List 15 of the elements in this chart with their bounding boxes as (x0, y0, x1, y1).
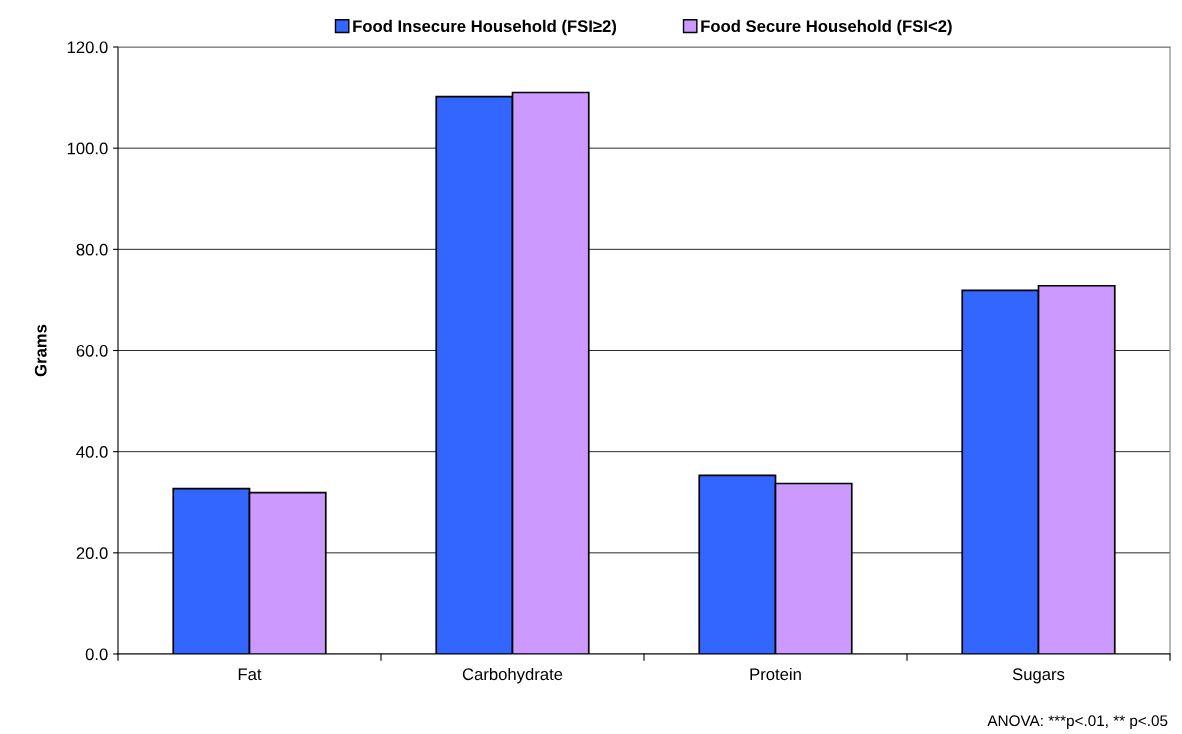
legend-label: Food Insecure Household (FSI≥2) (353, 19, 617, 36)
x-tick-label: Carbohydrate (462, 667, 563, 684)
y-tick-label: 60.0 (76, 344, 108, 357)
y-tick-label: 20.0 (76, 547, 108, 560)
text: ANOVA: ***p<.01, ** p<.05 (987, 715, 1168, 730)
legend-label: Food Secure Household (FSI<2) (701, 19, 952, 36)
y-tick-label: 100.0 (67, 142, 108, 155)
y-axis-title: Grams (34, 324, 47, 377)
y-tick-label: 80.0 (76, 243, 108, 256)
y-tick-label: 120.0 (67, 41, 108, 54)
x-tick-label: Sugars (1012, 668, 1065, 684)
x-tick-label: Fat (238, 668, 262, 681)
y-tick-label: 0.0 (85, 648, 108, 661)
y-tick-label: 40.0 (76, 446, 108, 458)
x-tick-label: Protein (750, 667, 801, 681)
